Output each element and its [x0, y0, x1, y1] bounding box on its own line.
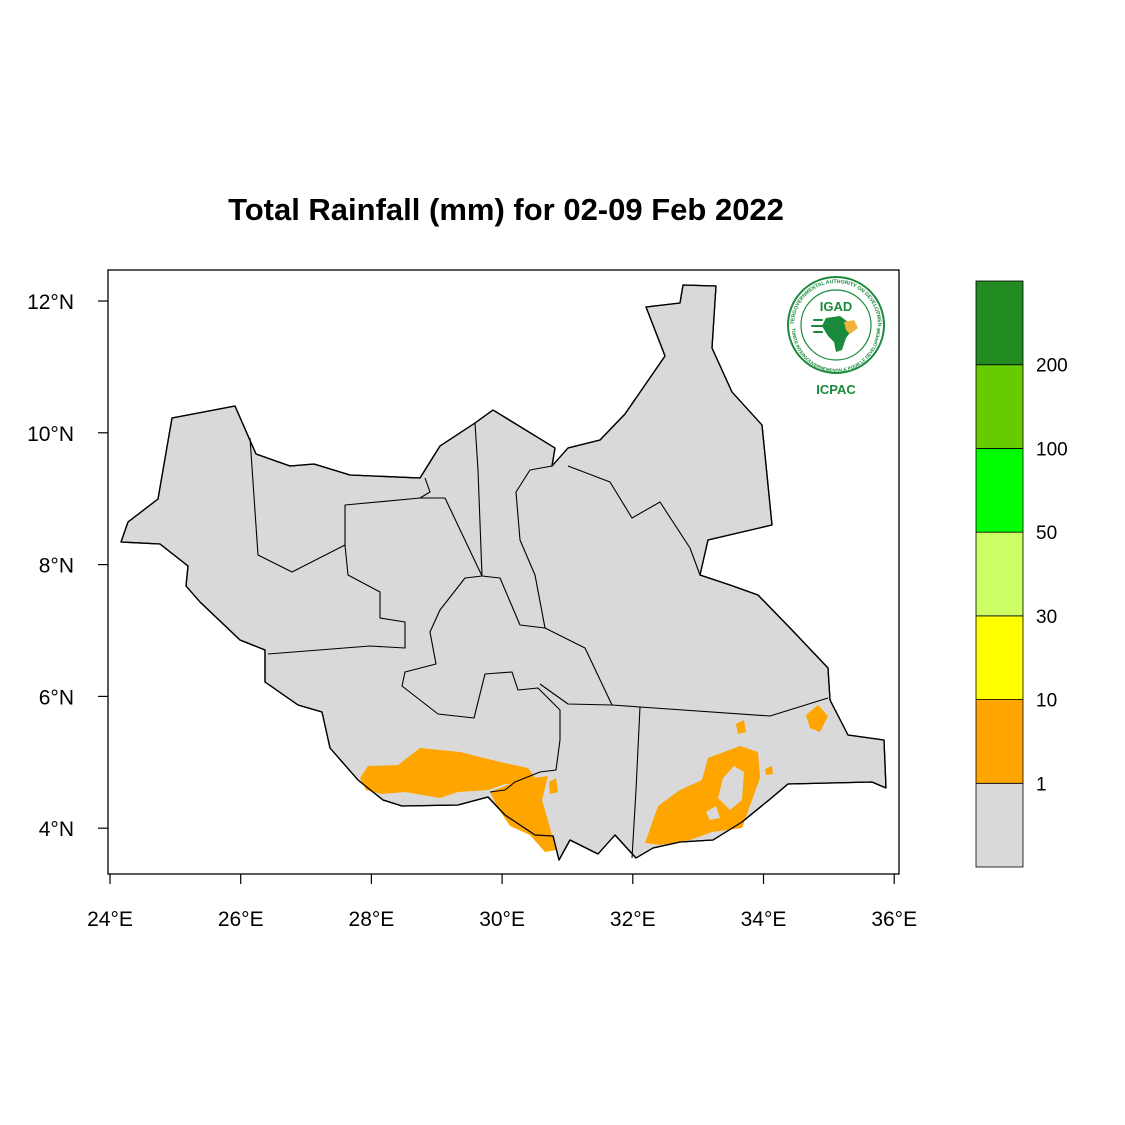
country-outline: [120, 284, 887, 861]
legend-color-bin: [975, 615, 1024, 700]
legend-color-bin: [975, 364, 1024, 449]
state-boundary-5: [401, 575, 561, 740]
legend-color-bin: [975, 531, 1024, 617]
state-boundary-4: [419, 477, 431, 499]
lon-tick-label: 26°E: [218, 908, 264, 931]
rain-area-small-east-1: [736, 720, 746, 734]
legend-label: 30: [1036, 607, 1057, 628]
rain-area-small-east-3: [765, 766, 773, 775]
longitude-ticks: [109, 874, 895, 884]
state-boundary-12: [489, 739, 561, 793]
legend-label: 200: [1036, 356, 1068, 377]
rain-area-central-equatoria: [490, 776, 556, 852]
no-rain-hole-eastern: [718, 766, 744, 810]
lon-tick-label: 36°E: [871, 908, 917, 931]
legend-color-bin: [975, 782, 1024, 868]
state-boundary-2: [267, 544, 406, 655]
logo-igad-text: IGAD: [820, 299, 853, 314]
legend-color-bin: [975, 280, 1024, 366]
legend-label: 50: [1036, 523, 1057, 544]
rain-area-small-east-2: [806, 705, 828, 732]
state-boundary-10: [539, 683, 829, 717]
lat-tick-label: 6°N: [39, 686, 74, 709]
logo-africa-icon: [822, 316, 852, 352]
lon-tick-label: 30°E: [479, 908, 525, 931]
state-boundary-11: [631, 706, 641, 859]
legend-label: 100: [1036, 439, 1068, 460]
legend-label: 1: [1036, 774, 1047, 795]
state-boundary-9: [567, 465, 701, 576]
lat-tick-label: 12°N: [27, 291, 74, 314]
state-boundary-7: [474, 422, 483, 577]
lat-tick-label: 10°N: [27, 423, 74, 446]
lon-tick-label: 24°E: [87, 908, 133, 931]
rain-area-small-central: [549, 778, 558, 794]
state-boundary-8: [515, 465, 553, 629]
state-boundary-1: [249, 437, 346, 573]
rain-area-western-equatoria: [360, 748, 538, 798]
latitude-ticks: [98, 300, 108, 829]
state-boundaries: [249, 422, 829, 859]
lon-tick-label: 28°E: [349, 908, 395, 931]
map-title: Total Rainfall (mm) for 02-09 Feb 2022: [228, 192, 784, 227]
legend-color-bin: [975, 699, 1024, 784]
no-rain-hole-eastern-small: [706, 806, 720, 820]
lon-tick-label: 32°E: [610, 908, 656, 931]
lat-tick-label: 8°N: [39, 555, 74, 578]
color-legend: 1 10 30 50 100 200: [975, 280, 1068, 868]
lat-tick-label: 4°N: [39, 818, 74, 841]
logo-horn-icon: [844, 320, 858, 334]
state-boundary-6: [481, 575, 613, 706]
logo-icpac-text: ICPAC: [816, 382, 856, 397]
logo-wind-lines-icon: [811, 319, 823, 333]
legend-label: 10: [1036, 691, 1057, 712]
legend-color-bin: [975, 448, 1024, 533]
lon-tick-label: 34°E: [741, 908, 787, 931]
